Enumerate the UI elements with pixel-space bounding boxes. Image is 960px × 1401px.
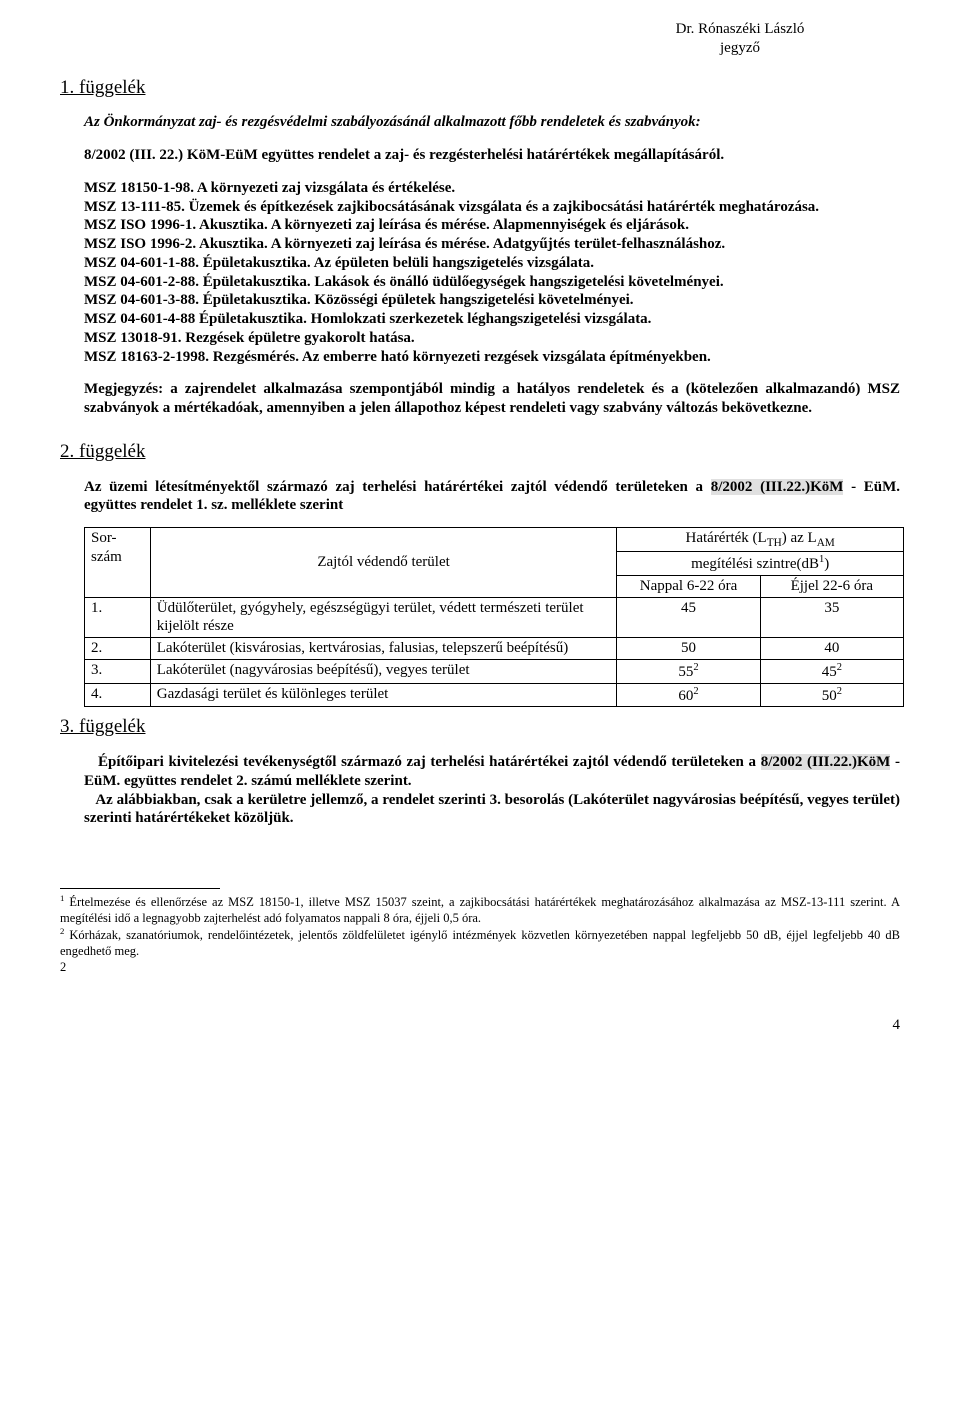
th-night: Éjjel 22-6 óra — [760, 575, 903, 597]
row-desc: Üdülőterület, gyógyhely, egészségügyi te… — [150, 597, 617, 638]
th-unit: megítélési szintre(dB1) — [617, 552, 904, 576]
document-header: Dr. Rónaszéki László jegyző — [580, 20, 900, 58]
author-title: jegyző — [580, 39, 900, 58]
appendix1-std-1: MSZ 18150-1-98. A környezeti zaj vizsgál… — [84, 179, 900, 198]
row-desc: Lakóterület (nagyvárosias beépítésű), ve… — [150, 659, 617, 683]
footnote-1-text: Értelmezése és ellenőrzése az MSZ 18150-… — [60, 895, 900, 925]
th-limit-a: Határérték (L — [686, 530, 767, 546]
appendix3-p2-text: Az alábbiakban, csak a kerületre jellemz… — [84, 792, 900, 827]
appendix1-std-5: MSZ 04-601-1-88. Épületakusztika. Az épü… — [84, 254, 900, 273]
page-number: 4 — [60, 1016, 900, 1035]
row-day-value: 602 — [617, 683, 760, 707]
appendix1-std-7: MSZ 04-601-3-88. Épületakusztika. Közöss… — [84, 291, 900, 310]
row-night-value: 35 — [760, 597, 903, 638]
limits-table: Sor-szám Zajtól védendő terület Határért… — [84, 527, 904, 707]
appendix1-decree: 8/2002 (III. 22.) KöM-EüM együttes rende… — [84, 146, 900, 165]
table-row: 4.Gazdasági terület és különleges terüle… — [85, 683, 904, 707]
appendix3-heading: 3. függelék — [60, 715, 900, 739]
th-limit-sub2: AM — [817, 537, 835, 549]
footnote-2-text: Kórházak, szanatóriumok, rendelőintézete… — [60, 929, 900, 959]
row-night-value: 502 — [760, 683, 903, 707]
appendix3-p2: Az alábbiakban, csak a kerületre jellemz… — [84, 791, 900, 829]
footnote-1: 1 Értelmezése és ellenőrzése az MSZ 1815… — [60, 893, 900, 926]
appendix1-std-10: MSZ 18163-2-1998. Rezgésmérés. Az emberr… — [84, 348, 900, 367]
appendix1-note: Megjegyzés: a zajrendelet alkalmazása sz… — [84, 380, 900, 418]
table-header-row-1: Sor-szám Zajtól védendő terület Határért… — [85, 528, 904, 552]
appendix1-std-9: MSZ 13018-91. Rezgések épületre gyakorol… — [84, 329, 900, 348]
th-zone: Zajtól védendő terület — [150, 528, 617, 598]
th-limit-sub1: TH — [767, 537, 782, 549]
row-num: 3. — [85, 659, 151, 683]
appendix1-std-8: MSZ 04-601-4-88 Épületakusztika. Homlokz… — [84, 310, 900, 329]
row-day-value: 50 — [617, 638, 760, 660]
appendix1-std-6: MSZ 04-601-2-88. Épületakusztika. Lakáso… — [84, 273, 900, 292]
table-row: 2.Lakóterület (kisvárosias, kertvárosias… — [85, 638, 904, 660]
appendix1-std-4: MSZ ISO 1996-2. Akusztika. A környezeti … — [84, 235, 900, 254]
appendix1-std-3: MSZ ISO 1996-1. Akusztika. A környezeti … — [84, 216, 900, 235]
appendix2-intro-highlight: 8/2002 (III.22.)KöM — [711, 479, 844, 495]
appendix3-p1: Építőipari kivitelezési tevékenységtől s… — [84, 753, 900, 791]
footnote-divider — [60, 888, 220, 889]
footnote-2: 2 Kórházak, szanatóriumok, rendelőintéze… — [60, 926, 900, 959]
appendix1-heading: 1. függelék — [60, 76, 900, 100]
th-day: Nappal 6-22 óra — [617, 575, 760, 597]
row-num: 1. — [85, 597, 151, 638]
appendix3-p1-a: Építőipari kivitelezési tevékenységtől s… — [98, 754, 761, 770]
th-num: Sor-szám — [85, 528, 151, 598]
row-day-value: 552 — [617, 659, 760, 683]
appendix2-heading: 2. függelék — [60, 440, 900, 464]
appendix2-intro: Az üzemi létesítményektől származó zaj t… — [84, 478, 900, 516]
footnote-stray: 2 — [60, 960, 900, 976]
appendix2-intro-a: Az üzemi létesítményektől származó zaj t… — [84, 479, 711, 495]
row-night-value: 40 — [760, 638, 903, 660]
appendix1-intro: Az Önkormányzat zaj- és rezgésvédelmi sz… — [84, 113, 900, 132]
row-num: 4. — [85, 683, 151, 707]
th-unit-b: ) — [824, 556, 829, 572]
th-limit-b: ) az L — [782, 530, 817, 546]
author-name: Dr. Rónaszéki László — [580, 20, 900, 39]
row-desc: Lakóterület (kisvárosias, kertvárosias, … — [150, 638, 617, 660]
row-num: 2. — [85, 638, 151, 660]
appendix3-p1-highlight: 8/2002 (III.22.)KöM — [761, 754, 891, 770]
row-desc: Gazdasági terület és különleges terület — [150, 683, 617, 707]
th-unit-a: megítélési szintre(dB — [691, 556, 819, 572]
th-limit: Határérték (LTH) az LAM — [617, 528, 904, 552]
appendix1-std-2: MSZ 13-111-85. Üzemek és építkezések zaj… — [84, 198, 900, 217]
table-row: 3.Lakóterület (nagyvárosias beépítésű), … — [85, 659, 904, 683]
table-row: 1.Üdülőterület, gyógyhely, egészségügyi … — [85, 597, 904, 638]
row-night-value: 452 — [760, 659, 903, 683]
row-day-value: 45 — [617, 597, 760, 638]
